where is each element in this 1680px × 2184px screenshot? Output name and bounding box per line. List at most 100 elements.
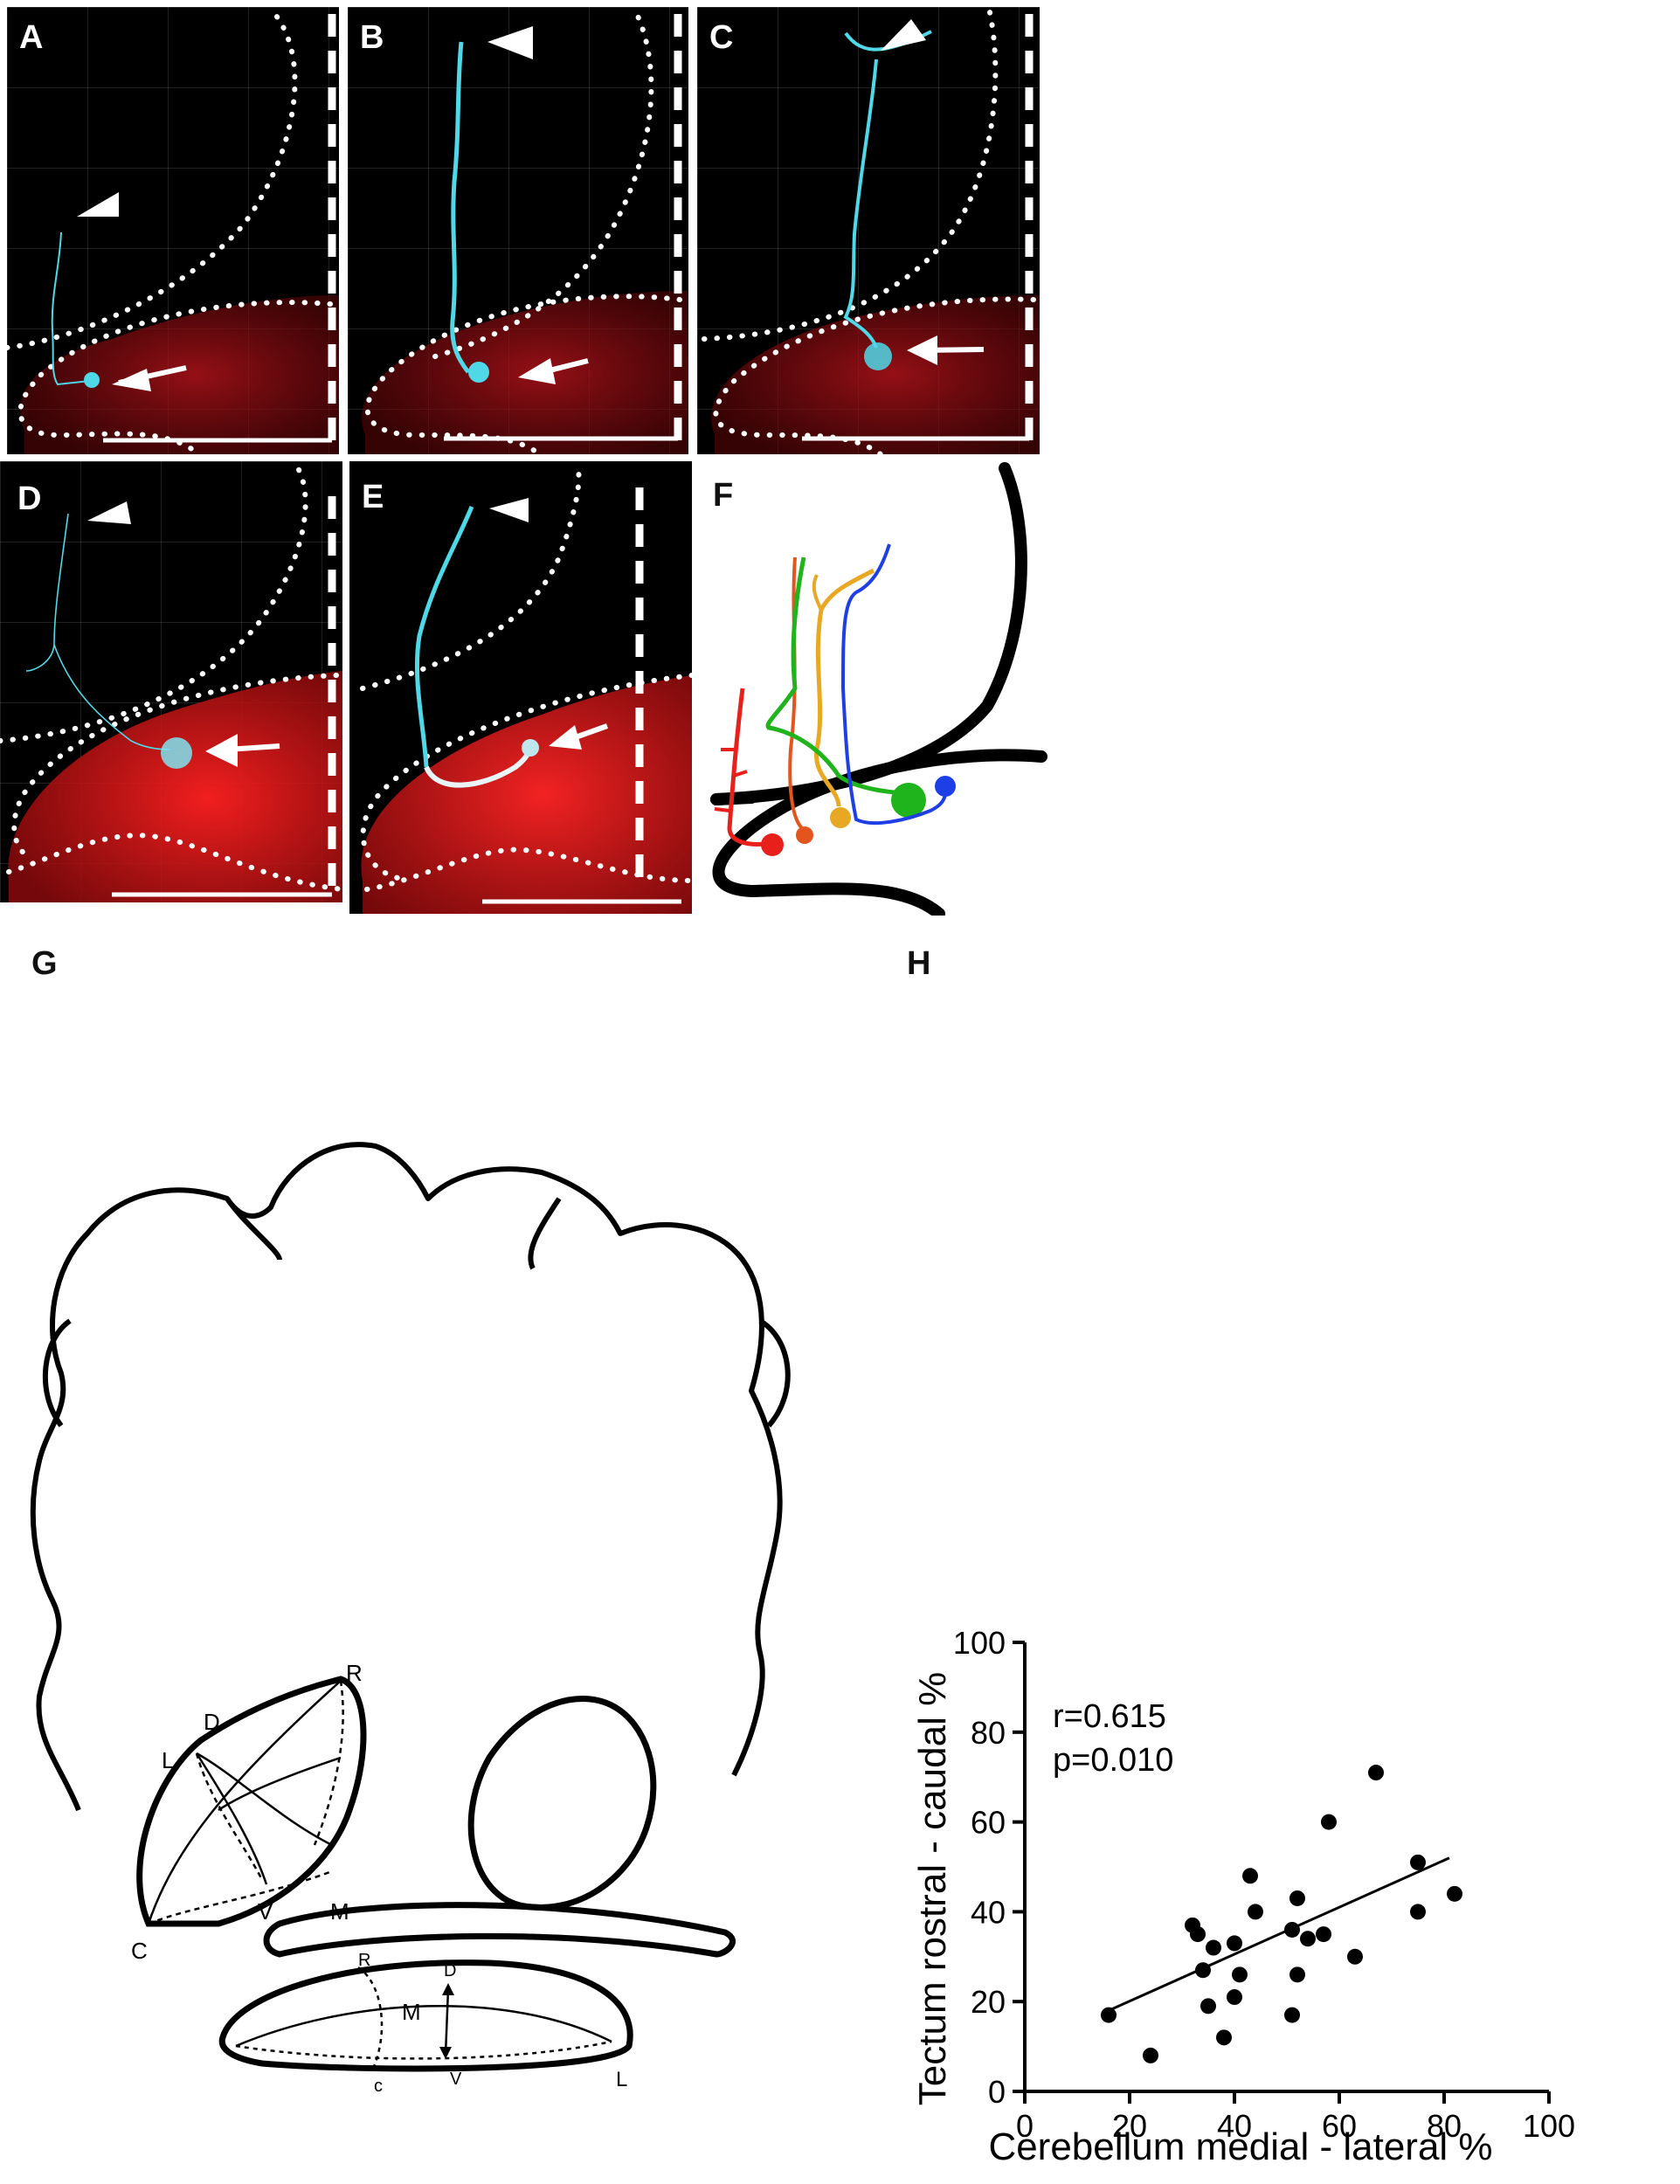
panel-label-c: C [709,19,734,56]
soma-blue [935,776,956,797]
panel-a-drawing [7,10,339,454]
data-point [1227,1935,1242,1952]
cerebellum-ventral-boundary [6,833,342,892]
stat-p: p=0.010 [1053,1742,1173,1779]
cerebellum-tissue [361,675,692,914]
cerebellum-label-d: D [444,1961,456,1980]
panel-label-b: B [360,19,384,56]
x-tick-label: 80 [1427,2108,1462,2144]
panel-f: F [699,461,1066,916]
soma-red [761,833,784,856]
cerebellum-label-m: M [402,1999,421,2025]
cerebellum-axis [235,2004,612,2048]
data-point [1248,1904,1263,1920]
y-tick-label: 100 [953,1625,1006,1661]
panel-h: H 0 20 40 60 80 100 0 20 40 60 80 100 r=0.615 p=0.… [856,936,1642,2184]
neuron-trace [51,232,91,386]
arrowhead-marker [487,26,533,59]
trace-yellow-branch [812,574,823,611]
tectum-boundary [360,467,582,691]
soma-yellow [830,807,851,828]
cell-body [522,739,539,757]
y-tick-label: 80 [971,1715,1006,1751]
y-axis-title: Tectum rostral - caudal % [911,1672,954,2105]
cerebellum-label-l: L [616,2068,627,2091]
cell-body [468,362,489,383]
cerebellum-label-v: V [450,2070,462,2089]
arrowhead-marker [881,19,926,51]
cerebellum-boundary [713,296,1036,454]
panel-label-h: H [907,945,931,982]
data-point [1289,1966,1305,1983]
trace-red [727,688,765,847]
data-point [1206,1939,1221,1956]
data-point [1321,1814,1337,1830]
x-tick-label: 100 [1523,2108,1575,2144]
panel-d: D [0,461,342,902]
data-point [1289,1890,1305,1906]
panel-c-drawing [702,10,1040,454]
stat-r: r=0.615 [1053,1698,1166,1735]
data-point [1232,1966,1248,1983]
data-points [1101,1765,1462,2063]
panel-f-drawing [710,462,1047,916]
trace-orange [788,556,804,830]
trace-green [765,556,914,796]
tectum-boundary [0,464,308,743]
x-tick-label: 20 [1112,2108,1147,2144]
y-tick-label: 0 [988,2074,1006,2110]
cerebellum-rc-axis [357,1966,384,2073]
arrow-head [518,358,556,384]
regression-line [1108,1856,1450,2012]
cerebellum-tissue [8,671,342,902]
y-tick-label: 20 [971,1984,1006,2020]
cell-body [84,372,100,388]
panel-label-d: D [17,480,42,517]
arrowhead-marker [489,498,529,522]
panel-b: B [348,7,688,454]
data-point [1447,1885,1462,1902]
cerebellum-outline [712,749,1047,916]
regression-layer [1108,1856,1450,2012]
dv-arrow-tail [439,2047,452,2059]
data-point [1410,1854,1426,1870]
y-tick-label: 40 [971,1894,1006,1930]
cerebellum-upper-lobe [263,1902,736,1958]
panel-label-e: E [362,479,384,515]
cell-body [864,342,892,370]
cerebellum-tissue [362,291,688,454]
arrow-head [205,734,238,767]
tectum-label-r: R [346,1660,363,1686]
cerebellum-tissue [19,295,339,454]
data-point [1227,1989,1242,2006]
neuron-trace [25,513,171,750]
panel-e: E [349,461,692,914]
data-point [1200,1998,1216,2015]
data-point [1347,1948,1363,1965]
data-point [1300,1931,1316,1947]
dv-arrow-head [442,1983,454,1995]
panel-label-a: A [19,19,44,56]
neuron-trace [450,41,470,374]
tectum-axes [147,1680,342,1925]
trace-red-branches [714,748,748,812]
data-point [1190,1926,1206,1943]
y-axis: 0 20 40 60 80 100 [953,1625,1027,2110]
cerebellum-label-c: c [374,2077,383,2096]
cerebellum-boundary [17,300,333,454]
soma-orange [796,826,813,844]
cell-body [161,737,192,769]
panel-g: D R L V M C R D M c V L G [0,936,839,2184]
arrowhead-marker [87,501,131,524]
cerebellum [218,1959,633,2072]
arrow-head [112,369,151,391]
soma-green [891,783,926,818]
scatter-plot: 0 20 40 60 80 100 0 20 40 60 80 100 r=0.615 p=0.01… [911,1625,1575,2168]
panel-g-drawing: D R L V M C R D M c V L [30,1142,791,2096]
data-point [1284,2007,1300,2023]
trace-blue [840,543,947,826]
tectum-dashed-axes [148,1680,344,1925]
data-point [1316,1926,1331,1943]
tectum-right [467,1696,657,1911]
data-point [1242,1868,1258,1884]
